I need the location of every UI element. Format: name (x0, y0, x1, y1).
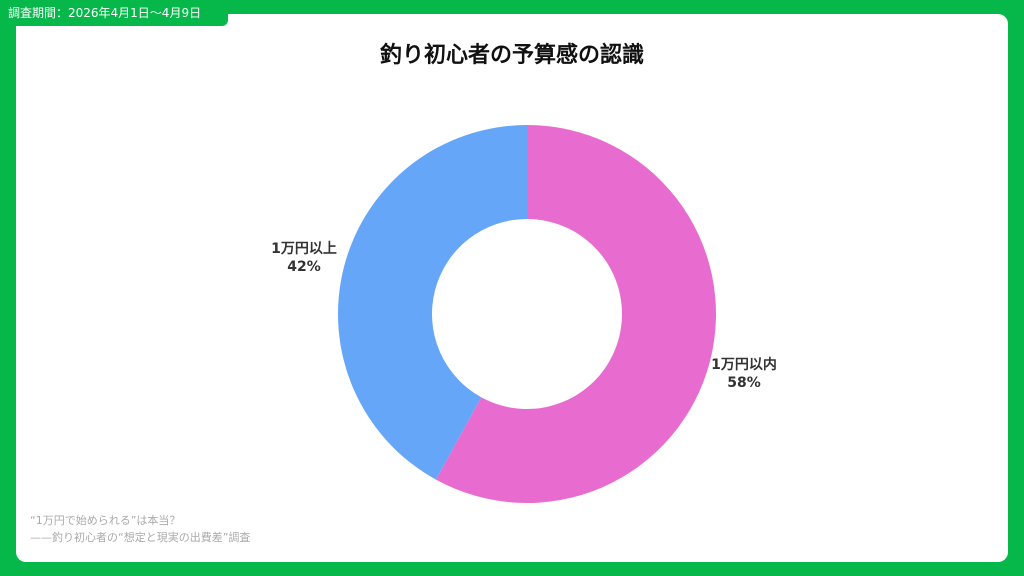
footer-line-1: “1万円で始められる”は本当？ (30, 514, 181, 527)
label-under-10k: 1万円以内 58% (704, 356, 784, 392)
label-over-10k: 1万円以上 42% (264, 240, 344, 276)
donut-slice-under-10k (435, 125, 716, 504)
label-under-10k-value: 58% (727, 375, 761, 391)
label-under-10k-category: 1万円以内 (711, 357, 777, 373)
label-over-10k-category: 1万円以上 (271, 241, 337, 257)
footer-caption: “1万円で始められる”は本当？ ——釣り初心者の“想定と現実の出費差”調査 (30, 512, 250, 546)
survey-period-tab: 調査期間：2026年4月1日～4月9日 (0, 0, 228, 26)
donut-slice-over-10k (338, 125, 527, 480)
footer-line-2: ——釣り初心者の“想定と現実の出費差”調査 (30, 531, 251, 544)
survey-period-label: 調査期間：2026年4月1日～4月9日 (8, 6, 202, 20)
chart-title: 釣り初心者の予算感の認識 (379, 43, 644, 68)
label-over-10k-value: 42% (287, 259, 321, 275)
